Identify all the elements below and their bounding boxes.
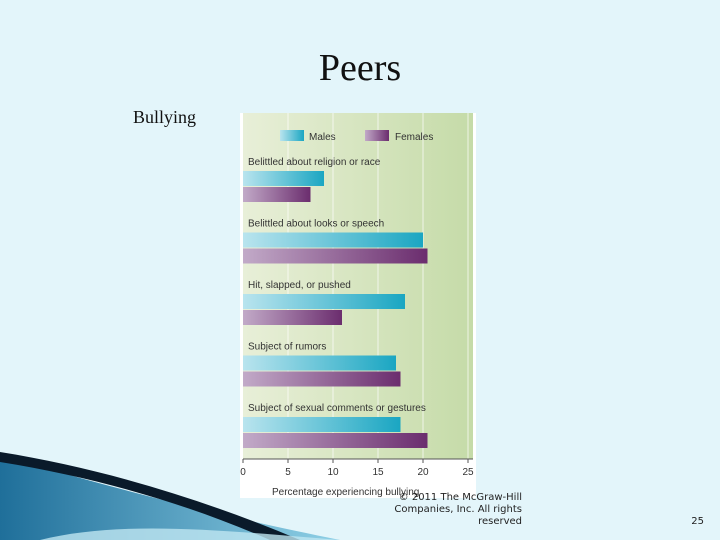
bar-males bbox=[243, 171, 324, 186]
x-tick-label: 15 bbox=[372, 467, 384, 478]
bar-females bbox=[243, 248, 428, 264]
x-tick-label: 10 bbox=[327, 467, 339, 478]
x-tick-label: 20 bbox=[417, 467, 429, 478]
bullying-bar-chart: Males Females Belittled about religion o… bbox=[240, 113, 476, 498]
bar-females bbox=[243, 433, 428, 448]
copyright-notice: © 2011 The McGraw-Hill Companies, Inc. A… bbox=[394, 492, 522, 527]
bar-males bbox=[243, 355, 396, 371]
legend-label-females: Females bbox=[395, 132, 433, 143]
category-label: Belittled about looks or speech bbox=[248, 219, 384, 230]
bar-females bbox=[243, 310, 342, 325]
slide-title: Peers bbox=[318, 47, 402, 89]
legend-swatch-females bbox=[365, 130, 389, 141]
x-tick-label: 5 bbox=[285, 467, 291, 478]
bar-males bbox=[243, 417, 401, 432]
category-label: Belittled about religion or race bbox=[248, 157, 381, 168]
bar-females bbox=[243, 187, 311, 202]
x-axis-label: Percentage experiencing bullying bbox=[272, 487, 419, 498]
x-tick-label: 25 bbox=[462, 467, 474, 478]
plot-background bbox=[243, 113, 473, 459]
bar-females bbox=[243, 371, 401, 387]
decorative-swoosh bbox=[0, 452, 340, 540]
category-label: Subject of sexual comments or gestures bbox=[248, 403, 426, 414]
legend-label-males: Males bbox=[309, 132, 336, 143]
page-number: 25 bbox=[691, 516, 704, 527]
slide-subtitle: Bullying bbox=[133, 107, 197, 127]
category-label: Subject of rumors bbox=[248, 342, 326, 353]
legend-swatch-males bbox=[280, 130, 304, 141]
x-tick-label: 0 bbox=[240, 467, 246, 478]
category-label: Hit, slapped, or pushed bbox=[248, 280, 351, 291]
bar-males bbox=[243, 294, 405, 309]
bar-males bbox=[243, 232, 423, 248]
